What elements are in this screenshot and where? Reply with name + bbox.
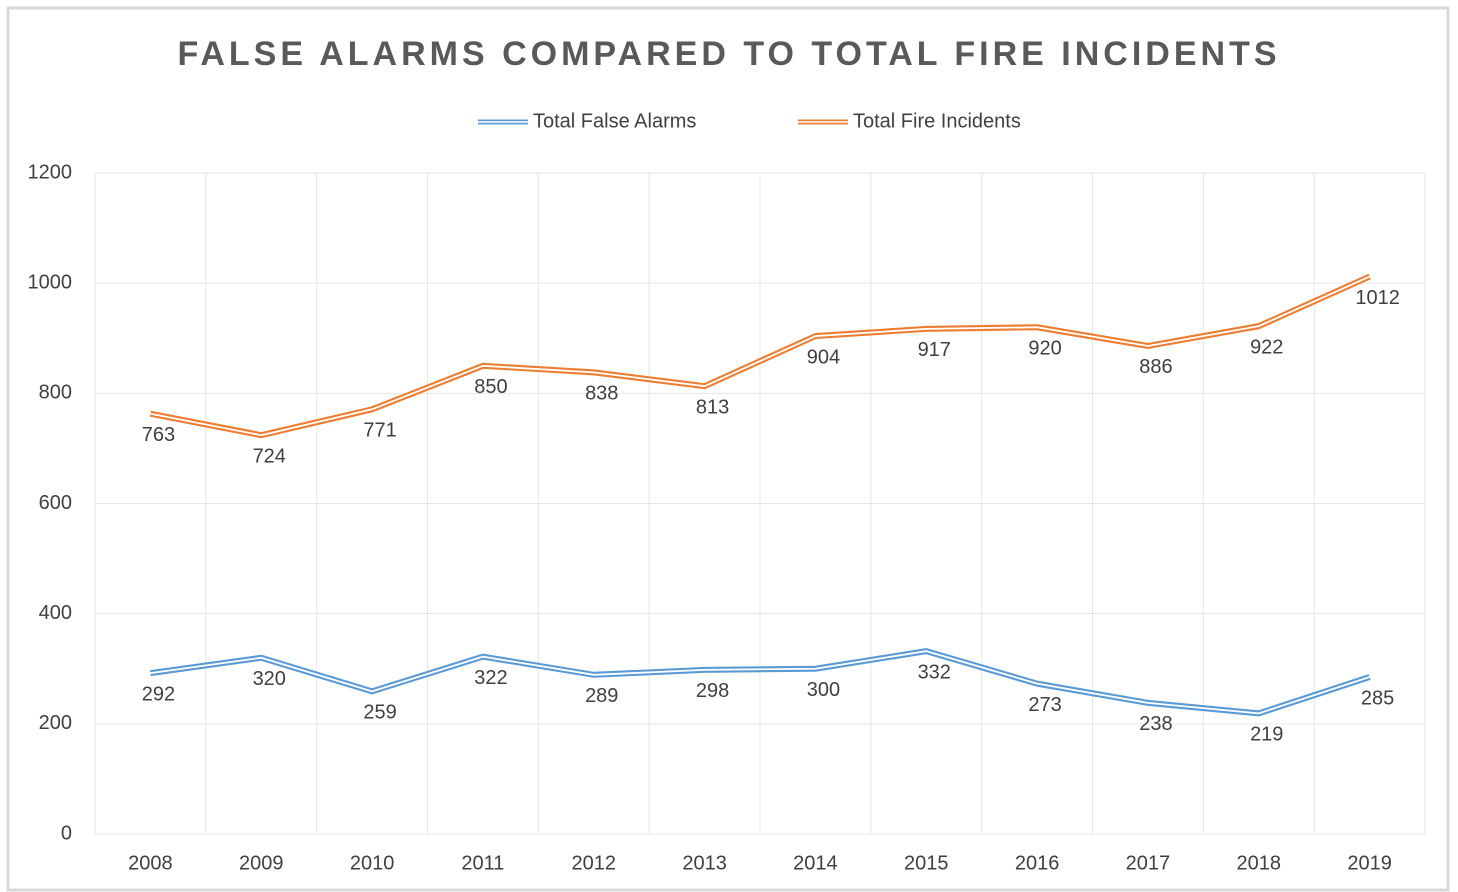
data-label: 838 bbox=[585, 383, 618, 405]
series-line-inner bbox=[150, 650, 1370, 715]
y-tick-label: 0 bbox=[61, 822, 72, 844]
x-tick-label: 2018 bbox=[1237, 852, 1282, 874]
x-tick-label: 2019 bbox=[1347, 852, 1392, 874]
data-label: 1012 bbox=[1355, 287, 1400, 309]
y-tick-label: 400 bbox=[39, 602, 72, 624]
data-label: 300 bbox=[807, 679, 840, 701]
data-label: 332 bbox=[918, 661, 951, 683]
data-label: 273 bbox=[1028, 694, 1061, 716]
data-label: 259 bbox=[363, 702, 396, 724]
x-tick-label: 2014 bbox=[793, 852, 838, 874]
y-tick-label: 800 bbox=[39, 382, 72, 404]
data-label: 292 bbox=[142, 683, 175, 705]
y-tick-label: 1200 bbox=[28, 161, 73, 183]
data-label: 886 bbox=[1139, 356, 1172, 378]
data-label: 771 bbox=[363, 420, 396, 442]
data-label: 320 bbox=[253, 668, 286, 690]
x-tick-label: 2016 bbox=[1015, 852, 1060, 874]
data-label: 813 bbox=[696, 396, 729, 418]
x-tick-label: 2012 bbox=[572, 852, 617, 874]
data-label: 238 bbox=[1139, 713, 1172, 735]
data-label: 298 bbox=[696, 680, 729, 702]
x-tick-label: 2013 bbox=[682, 852, 727, 874]
x-tick-label: 2009 bbox=[239, 852, 284, 874]
legend-label: Total False Alarms bbox=[533, 110, 696, 132]
data-label: 285 bbox=[1361, 687, 1394, 709]
data-label: 289 bbox=[585, 685, 618, 707]
data-label: 904 bbox=[807, 346, 840, 368]
y-tick-label: 600 bbox=[39, 492, 72, 514]
data-label: 917 bbox=[918, 339, 951, 361]
data-label: 763 bbox=[142, 424, 175, 446]
x-tick-label: 2011 bbox=[461, 852, 504, 874]
data-label: 219 bbox=[1250, 724, 1283, 746]
data-label: 724 bbox=[253, 445, 286, 467]
chart-frame bbox=[6, 6, 1450, 892]
x-tick-label: 2010 bbox=[350, 852, 395, 874]
data-label: 850 bbox=[474, 376, 507, 398]
y-tick-label: 200 bbox=[39, 712, 72, 734]
x-tick-label: 2015 bbox=[904, 852, 949, 874]
x-tick-label: 2017 bbox=[1126, 852, 1171, 874]
y-tick-label: 1000 bbox=[28, 271, 73, 293]
data-label: 322 bbox=[474, 667, 507, 689]
data-label: 920 bbox=[1028, 338, 1061, 360]
series-line-inner bbox=[150, 275, 1370, 437]
chart-title: FALSE ALARMS COMPARED TO TOTAL FIRE INCI… bbox=[177, 35, 1280, 73]
legend-label: Total Fire Incidents bbox=[853, 110, 1021, 132]
x-tick-label: 2008 bbox=[128, 852, 173, 874]
data-label: 922 bbox=[1250, 336, 1283, 358]
